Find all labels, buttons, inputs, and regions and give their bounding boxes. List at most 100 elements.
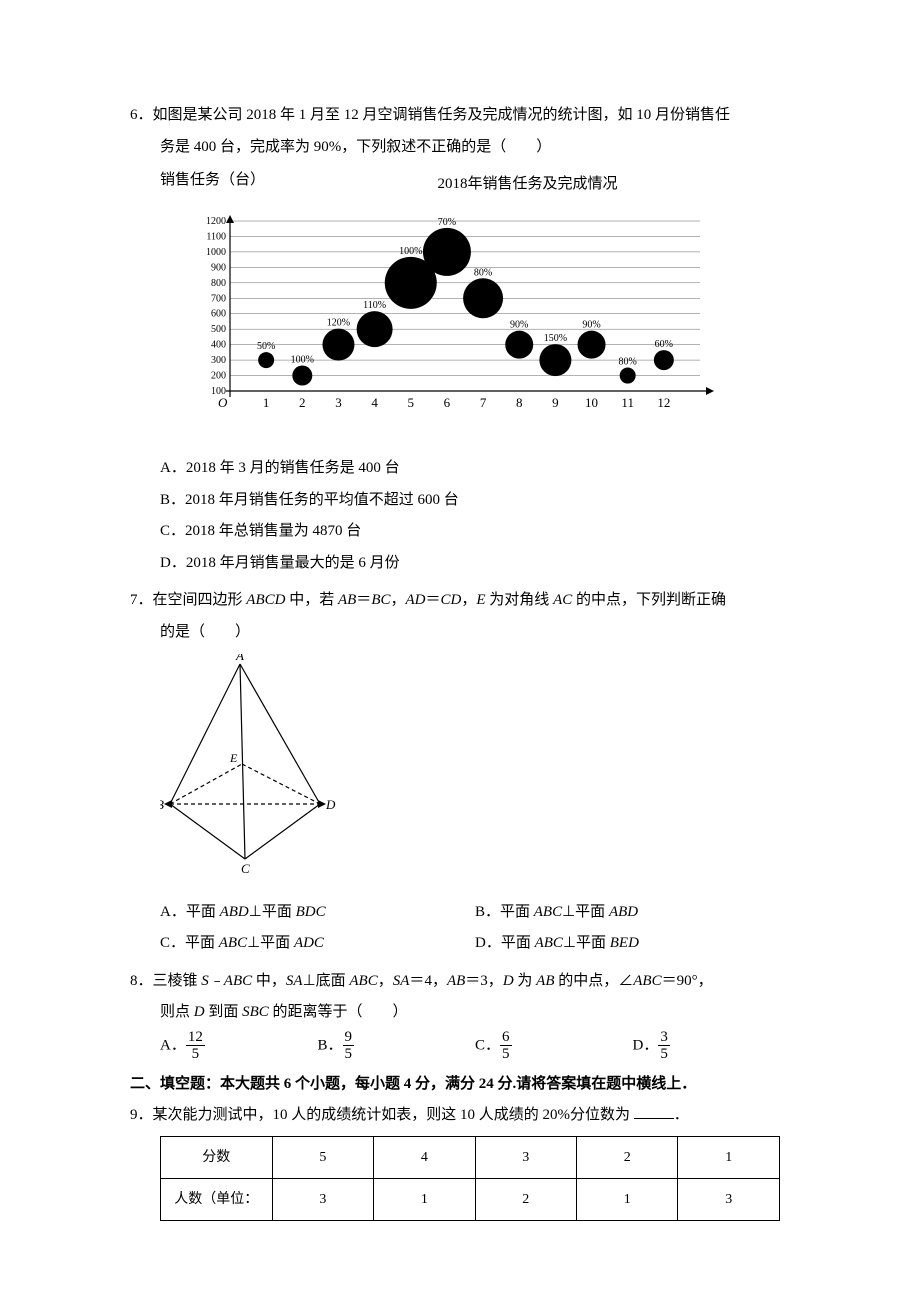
svg-text:80%: 80% xyxy=(474,267,492,278)
q6-chart-svg: 100200300400500600700800900100011001200O… xyxy=(160,201,720,431)
q8-sabc: S﹣ABC xyxy=(201,973,252,989)
svg-text:6: 6 xyxy=(444,395,451,410)
q7B-c: ⊥平面 xyxy=(562,904,609,920)
svg-text:12: 12 xyxy=(657,395,670,410)
q7-ac: AC xyxy=(553,592,572,608)
svg-text:70%: 70% xyxy=(438,216,456,227)
q8-ang: ＝90°， xyxy=(662,973,713,989)
q8-ab: AB xyxy=(447,973,465,989)
q7-e: E xyxy=(476,592,485,608)
svg-text:700: 700 xyxy=(211,293,226,304)
q8-number: 8． xyxy=(130,973,153,989)
q6-chart-ylabel: 销售任务（台） xyxy=(160,169,265,189)
table-cell: 3 xyxy=(272,1178,373,1220)
section-2-heading: 二、填空题：本大题共 6 个小题，每小题 4 分，满分 24 分.请将答案填在题… xyxy=(130,1069,790,1101)
q9-number: 9． xyxy=(130,1107,153,1123)
q6-chart: 销售任务（台） 2018年销售任务及完成情况 10020030040050060… xyxy=(130,169,790,443)
q7B-b: ABC xyxy=(534,904,562,920)
svg-text:100%: 100% xyxy=(399,245,422,256)
svg-text:1100: 1100 xyxy=(206,231,226,242)
svg-text:D: D xyxy=(325,797,336,812)
q8-abc: ABC xyxy=(349,973,377,989)
table-cell: 3 xyxy=(475,1136,576,1178)
q8A-n: 12 xyxy=(186,1029,205,1047)
q7-t3: 为对角线 xyxy=(486,592,554,608)
q7D-d: BED xyxy=(610,935,639,951)
q8-t7: 到面 xyxy=(205,1004,243,1020)
q8-options: A．125 B．95 C．65 D．35 xyxy=(130,1029,790,1063)
svg-text:150%: 150% xyxy=(544,333,567,344)
svg-text:100%: 100% xyxy=(291,354,314,365)
q8-sa2: SA xyxy=(393,973,410,989)
q8-c1: ， xyxy=(378,973,393,989)
q7-bc: BC xyxy=(371,592,390,608)
q8C-d: 5 xyxy=(500,1046,512,1063)
q8-t6: 则点 xyxy=(160,1004,194,1020)
q7-optA: A．平面 ABD⊥平面 BDC xyxy=(160,897,475,929)
q8-abc2: ABC xyxy=(633,973,661,989)
table-cell: 1 xyxy=(577,1178,678,1220)
q8C-n: 6 xyxy=(500,1029,512,1047)
svg-text:O: O xyxy=(218,395,228,410)
q7A-b: ABD xyxy=(220,904,249,920)
q7-c1: ， xyxy=(390,592,405,608)
svg-text:60%: 60% xyxy=(655,339,673,350)
q6-stem-line2: 务是 400 台，完成率为 90%，下列叙述不正确的是（ ） xyxy=(130,132,790,164)
svg-text:B: B xyxy=(160,797,164,812)
svg-text:500: 500 xyxy=(211,324,226,335)
svg-text:4: 4 xyxy=(371,395,378,410)
svg-text:1000: 1000 xyxy=(206,246,226,257)
question-6: 6．如图是某公司 2018 年 1 月至 12 月空调销售任务及完成情况的统计图… xyxy=(130,100,790,579)
q7D-b: ABC xyxy=(535,935,563,951)
q7-number: 7． xyxy=(130,592,153,608)
q8-optA: A．125 xyxy=(160,1029,318,1063)
q7-ab: AB xyxy=(338,592,356,608)
q7-figure: ABDCE xyxy=(130,654,790,887)
q8-d2: D xyxy=(194,1004,205,1020)
svg-text:600: 600 xyxy=(211,308,226,319)
svg-text:1200: 1200 xyxy=(206,216,226,227)
question-8: 8．三棱锥 S﹣ABC 中，SA⊥底面 ABC，SA＝4，AB＝3，D 为 AB… xyxy=(130,966,790,1063)
q7C-b: ABC xyxy=(219,935,247,951)
q6-optC: C．2018 年总销售量为 4870 台 xyxy=(130,516,790,548)
q7A-d: BDC xyxy=(296,904,326,920)
q8-eq1: ＝ xyxy=(409,973,424,989)
q7-eq2: ＝ xyxy=(426,592,441,608)
q7-t4: 的中点，下列判断正确 xyxy=(572,592,726,608)
q7-c2: ， xyxy=(461,592,476,608)
svg-text:110%: 110% xyxy=(363,300,386,311)
q8-t1: 三棱锥 xyxy=(153,973,202,989)
svg-text:11: 11 xyxy=(621,395,634,410)
table-cell: 1 xyxy=(678,1136,780,1178)
svg-text:1: 1 xyxy=(263,395,270,410)
q8C-frac: 65 xyxy=(500,1029,512,1063)
svg-text:120%: 120% xyxy=(327,317,350,328)
q7B-a: B．平面 xyxy=(475,904,534,920)
svg-text:300: 300 xyxy=(211,355,226,366)
q8B-frac: 95 xyxy=(343,1029,355,1063)
q7B-d: ABD xyxy=(609,904,638,920)
q6-number: 6． xyxy=(130,107,153,123)
q7-optC: C．平面 ABC⊥平面 ADC xyxy=(160,928,475,960)
table-cell: 2 xyxy=(475,1178,576,1220)
svg-text:C: C xyxy=(241,861,250,874)
q9-blank xyxy=(634,1103,674,1119)
q8-v4: 4 xyxy=(424,973,432,989)
q7D-c: ⊥平面 xyxy=(563,935,610,951)
table-cell: 人数（单位： xyxy=(161,1178,273,1220)
q7C-d: ADC xyxy=(294,935,324,951)
q8B-l: B． xyxy=(318,1037,343,1053)
svg-text:50%: 50% xyxy=(257,341,275,352)
q8-t8: 的距离等于（ ） xyxy=(269,1004,408,1020)
table-cell: 2 xyxy=(577,1136,678,1178)
q7-t2: 中，若 xyxy=(285,592,338,608)
q7-optB: B．平面 ABC⊥平面 ABD xyxy=(475,897,790,929)
q8B-n: 9 xyxy=(343,1029,355,1047)
q7-stem-line1: 7．在空间四边形 ABCD 中，若 AB＝BC，AD＝CD，E 为对角线 AC … xyxy=(130,585,790,617)
q7C-a: C．平面 xyxy=(160,935,219,951)
q7C-c: ⊥平面 xyxy=(247,935,294,951)
svg-text:90%: 90% xyxy=(582,319,600,330)
q8-sa: SA xyxy=(286,973,303,989)
q6-chart-title: 2018年销售任务及完成情况 xyxy=(265,169,790,201)
q7-optD: D．平面 ABC⊥平面 BED xyxy=(475,928,790,960)
